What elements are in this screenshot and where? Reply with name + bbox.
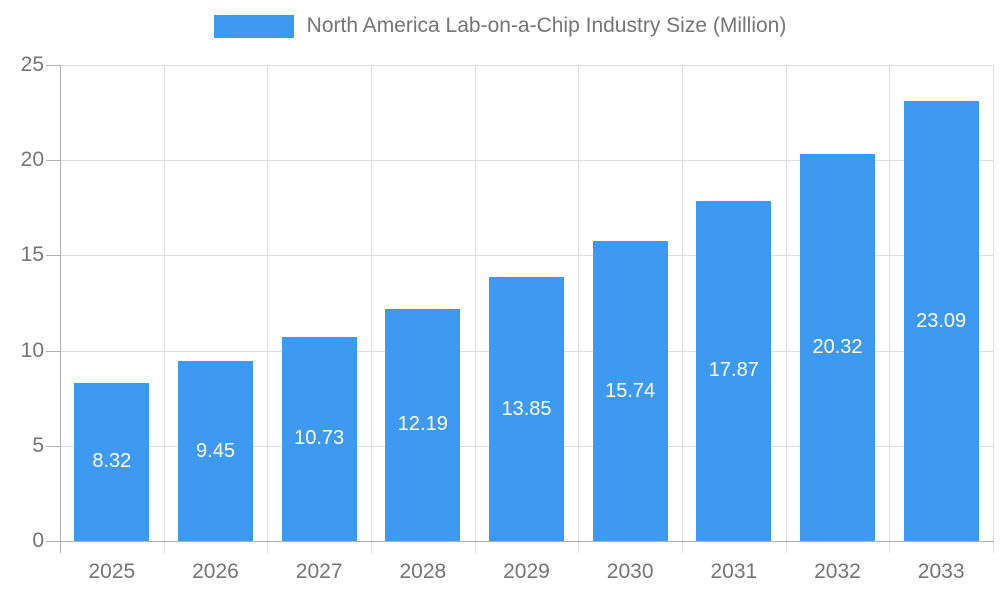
y-axis-tick	[46, 65, 60, 66]
bar-value-label: 13.85	[501, 397, 552, 420]
y-axis-label: 0	[32, 529, 44, 552]
x-gridline	[889, 65, 891, 553]
bar-value-label: 8.32	[92, 450, 132, 473]
bar-value-label: 17.87	[708, 359, 759, 382]
x-axis-label-2028: 2028	[399, 560, 447, 583]
x-axis-label-2031: 2031	[710, 560, 758, 583]
y-axis-tick	[46, 445, 60, 447]
chart-legend[interactable]: North America Lab-on-a-Chip Industry Siz…	[0, 14, 1000, 38]
bar-2026: 9.45	[178, 361, 253, 541]
bar-2025: 8.32	[74, 382, 150, 541]
y-axis-line	[60, 65, 61, 553]
x-gridline	[682, 65, 683, 553]
x-axis-label-2026: 2026	[192, 560, 239, 583]
x-gridline	[785, 65, 787, 553]
y-axis-tick	[46, 255, 60, 257]
legend-swatch-icon	[213, 14, 294, 38]
x-gridline	[267, 65, 269, 553]
bar-value-label: 20.32	[812, 336, 863, 359]
bar-value-label: 15.74	[605, 379, 656, 402]
x-axis-label-2025: 2025	[88, 560, 136, 583]
x-axis-label-2030: 2030	[606, 560, 654, 583]
bar-2029: 13.85	[489, 277, 564, 541]
x-axis-label-2032: 2032	[814, 560, 861, 583]
bar-value-label: 23.09	[916, 309, 967, 332]
x-gridline	[578, 65, 580, 553]
y-axis-label: 25	[20, 53, 44, 76]
bar-value-label: 9.45	[196, 439, 235, 462]
y-axis-tick	[46, 160, 60, 162]
bar-2031: 17.87	[696, 200, 772, 541]
bar-value-label: 12.19	[397, 413, 448, 436]
y-axis-tick	[46, 541, 60, 542]
y-axis-tick	[46, 350, 60, 352]
bar-2028: 12.19	[385, 308, 461, 541]
x-axis-label-2033: 2033	[917, 560, 965, 583]
x-gridline	[993, 65, 994, 553]
y-gridline	[60, 160, 993, 162]
y-gridline	[60, 65, 993, 66]
x-gridline	[474, 65, 476, 553]
bar-2030: 15.74	[592, 241, 668, 541]
y-axis-label: 10	[20, 338, 44, 362]
y-axis-label: 15	[20, 243, 44, 267]
y-axis-label: 20	[20, 148, 44, 172]
bar-2033: 23.09	[903, 101, 979, 541]
bar-2027: 10.73	[281, 336, 357, 541]
x-axis-label-2029: 2029	[503, 560, 550, 583]
bar-value-label: 10.73	[294, 427, 345, 450]
bar-2032: 20.32	[800, 154, 875, 541]
x-gridline	[163, 65, 165, 553]
y-gridline	[60, 255, 993, 257]
x-axis-label-2027: 2027	[295, 560, 343, 583]
x-gridline	[371, 65, 372, 553]
legend-label: North America Lab-on-a-Chip Industry Siz…	[306, 14, 787, 37]
x-axis-line	[60, 541, 994, 542]
y-axis-label: 5	[32, 433, 44, 457]
